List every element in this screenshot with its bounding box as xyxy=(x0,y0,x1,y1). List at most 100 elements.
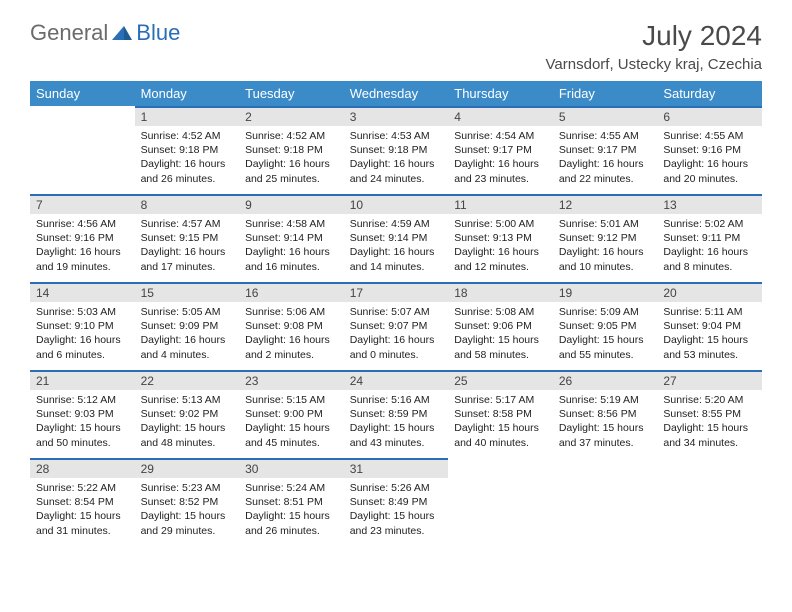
sunrise-text: Sunrise: 5:24 AM xyxy=(245,481,338,495)
sunset-text: Sunset: 9:17 PM xyxy=(559,143,652,157)
day-number: 13 xyxy=(657,194,762,214)
day-cell: 11Sunrise: 5:00 AMSunset: 9:13 PMDayligh… xyxy=(448,194,553,282)
calendar-week-row: 14Sunrise: 5:03 AMSunset: 9:10 PMDayligh… xyxy=(30,282,762,370)
sunrise-text: Sunrise: 5:03 AM xyxy=(36,305,129,319)
day-number: 28 xyxy=(30,458,135,478)
day-number: 26 xyxy=(553,370,658,390)
daylight-text: Daylight: 15 hours and 45 minutes. xyxy=(245,421,338,449)
calendar-week-row: 1Sunrise: 4:52 AMSunset: 9:18 PMDaylight… xyxy=(30,106,762,194)
day-cell: 2Sunrise: 4:52 AMSunset: 9:18 PMDaylight… xyxy=(239,106,344,194)
sunrise-text: Sunrise: 5:05 AM xyxy=(141,305,234,319)
day-cell: 20Sunrise: 5:11 AMSunset: 9:04 PMDayligh… xyxy=(657,282,762,370)
day-number: 25 xyxy=(448,370,553,390)
daylight-text: Daylight: 16 hours and 24 minutes. xyxy=(350,157,443,185)
day-number: 16 xyxy=(239,282,344,302)
day-cell: 3Sunrise: 4:53 AMSunset: 9:18 PMDaylight… xyxy=(344,106,449,194)
daylight-text: Daylight: 16 hours and 20 minutes. xyxy=(663,157,756,185)
logo-word2: Blue xyxy=(136,20,180,46)
location-label: Varnsdorf, Ustecky kraj, Czechia xyxy=(546,56,762,73)
daylight-text: Daylight: 16 hours and 17 minutes. xyxy=(141,245,234,273)
day-of-week-row: Sunday Monday Tuesday Wednesday Thursday… xyxy=(30,81,762,106)
day-cell: 14Sunrise: 5:03 AMSunset: 9:10 PMDayligh… xyxy=(30,282,135,370)
daylight-text: Daylight: 15 hours and 55 minutes. xyxy=(559,333,652,361)
day-cell xyxy=(553,458,658,546)
sunrise-text: Sunrise: 5:23 AM xyxy=(141,481,234,495)
day-cell: 23Sunrise: 5:15 AMSunset: 9:00 PMDayligh… xyxy=(239,370,344,458)
day-details: Sunrise: 5:02 AMSunset: 9:11 PMDaylight:… xyxy=(657,214,762,280)
daylight-text: Daylight: 16 hours and 19 minutes. xyxy=(36,245,129,273)
sunset-text: Sunset: 9:11 PM xyxy=(663,231,756,245)
sunrise-text: Sunrise: 5:08 AM xyxy=(454,305,547,319)
day-cell: 31Sunrise: 5:26 AMSunset: 8:49 PMDayligh… xyxy=(344,458,449,546)
day-cell: 27Sunrise: 5:20 AMSunset: 8:55 PMDayligh… xyxy=(657,370,762,458)
day-details: Sunrise: 5:13 AMSunset: 9:02 PMDaylight:… xyxy=(135,390,240,456)
daylight-text: Daylight: 16 hours and 16 minutes. xyxy=(245,245,338,273)
dow-thursday: Thursday xyxy=(448,81,553,106)
dow-tuesday: Tuesday xyxy=(239,81,344,106)
sunset-text: Sunset: 8:58 PM xyxy=(454,407,547,421)
calendar-table: Sunday Monday Tuesday Wednesday Thursday… xyxy=(30,81,762,546)
sunrise-text: Sunrise: 4:52 AM xyxy=(245,129,338,143)
dow-saturday: Saturday xyxy=(657,81,762,106)
day-number: 9 xyxy=(239,194,344,214)
dow-sunday: Sunday xyxy=(30,81,135,106)
day-number: 21 xyxy=(30,370,135,390)
day-number: 31 xyxy=(344,458,449,478)
day-cell: 25Sunrise: 5:17 AMSunset: 8:58 PMDayligh… xyxy=(448,370,553,458)
calendar-week-row: 7Sunrise: 4:56 AMSunset: 9:16 PMDaylight… xyxy=(30,194,762,282)
sunrise-text: Sunrise: 5:16 AM xyxy=(350,393,443,407)
day-details: Sunrise: 5:01 AMSunset: 9:12 PMDaylight:… xyxy=(553,214,658,280)
sunset-text: Sunset: 9:16 PM xyxy=(36,231,129,245)
daylight-text: Daylight: 15 hours and 31 minutes. xyxy=(36,509,129,537)
sunset-text: Sunset: 9:14 PM xyxy=(350,231,443,245)
day-cell: 22Sunrise: 5:13 AMSunset: 9:02 PMDayligh… xyxy=(135,370,240,458)
day-details: Sunrise: 5:22 AMSunset: 8:54 PMDaylight:… xyxy=(30,478,135,544)
day-details: Sunrise: 4:52 AMSunset: 9:18 PMDaylight:… xyxy=(239,126,344,192)
day-cell: 15Sunrise: 5:05 AMSunset: 9:09 PMDayligh… xyxy=(135,282,240,370)
daylight-text: Daylight: 15 hours and 29 minutes. xyxy=(141,509,234,537)
day-number: 18 xyxy=(448,282,553,302)
day-number: 12 xyxy=(553,194,658,214)
title-block: July 2024 Varnsdorf, Ustecky kraj, Czech… xyxy=(546,20,762,73)
daylight-text: Daylight: 16 hours and 14 minutes. xyxy=(350,245,443,273)
day-details: Sunrise: 4:53 AMSunset: 9:18 PMDaylight:… xyxy=(344,126,449,192)
daylight-text: Daylight: 15 hours and 26 minutes. xyxy=(245,509,338,537)
sunset-text: Sunset: 9:15 PM xyxy=(141,231,234,245)
day-details: Sunrise: 4:55 AMSunset: 9:16 PMDaylight:… xyxy=(657,126,762,192)
day-details: Sunrise: 5:03 AMSunset: 9:10 PMDaylight:… xyxy=(30,302,135,368)
sunrise-text: Sunrise: 5:13 AM xyxy=(141,393,234,407)
day-cell: 19Sunrise: 5:09 AMSunset: 9:05 PMDayligh… xyxy=(553,282,658,370)
daylight-text: Daylight: 16 hours and 4 minutes. xyxy=(141,333,234,361)
logo: General Blue xyxy=(30,20,180,46)
day-details: Sunrise: 4:57 AMSunset: 9:15 PMDaylight:… xyxy=(135,214,240,280)
day-cell: 7Sunrise: 4:56 AMSunset: 9:16 PMDaylight… xyxy=(30,194,135,282)
calendar-week-row: 28Sunrise: 5:22 AMSunset: 8:54 PMDayligh… xyxy=(30,458,762,546)
sunset-text: Sunset: 9:16 PM xyxy=(663,143,756,157)
day-number: 5 xyxy=(553,106,658,126)
sunrise-text: Sunrise: 5:19 AM xyxy=(559,393,652,407)
sunrise-text: Sunrise: 4:58 AM xyxy=(245,217,338,231)
daylight-text: Daylight: 16 hours and 8 minutes. xyxy=(663,245,756,273)
sunrise-text: Sunrise: 5:02 AM xyxy=(663,217,756,231)
sunset-text: Sunset: 9:18 PM xyxy=(245,143,338,157)
dow-wednesday: Wednesday xyxy=(344,81,449,106)
sunrise-text: Sunrise: 5:22 AM xyxy=(36,481,129,495)
day-number: 17 xyxy=(344,282,449,302)
daylight-text: Daylight: 16 hours and 10 minutes. xyxy=(559,245,652,273)
sunset-text: Sunset: 9:18 PM xyxy=(350,143,443,157)
day-details: Sunrise: 5:09 AMSunset: 9:05 PMDaylight:… xyxy=(553,302,658,368)
sunrise-text: Sunrise: 5:20 AM xyxy=(663,393,756,407)
logo-word1: General xyxy=(30,20,108,46)
sunrise-text: Sunrise: 4:54 AM xyxy=(454,129,547,143)
day-details: Sunrise: 4:56 AMSunset: 9:16 PMDaylight:… xyxy=(30,214,135,280)
daylight-text: Daylight: 15 hours and 48 minutes. xyxy=(141,421,234,449)
sunset-text: Sunset: 9:12 PM xyxy=(559,231,652,245)
day-number: 11 xyxy=(448,194,553,214)
day-cell: 12Sunrise: 5:01 AMSunset: 9:12 PMDayligh… xyxy=(553,194,658,282)
day-cell: 16Sunrise: 5:06 AMSunset: 9:08 PMDayligh… xyxy=(239,282,344,370)
day-cell: 24Sunrise: 5:16 AMSunset: 8:59 PMDayligh… xyxy=(344,370,449,458)
sunset-text: Sunset: 9:07 PM xyxy=(350,319,443,333)
sunrise-text: Sunrise: 5:00 AM xyxy=(454,217,547,231)
day-cell: 30Sunrise: 5:24 AMSunset: 8:51 PMDayligh… xyxy=(239,458,344,546)
sunrise-text: Sunrise: 5:15 AM xyxy=(245,393,338,407)
